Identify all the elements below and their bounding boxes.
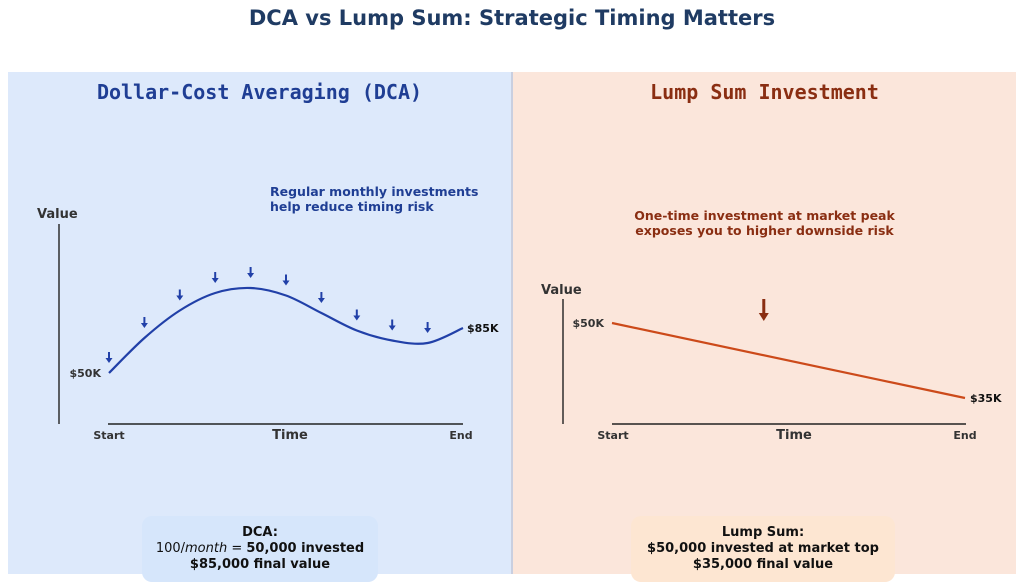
page-title: DCA vs Lump Sum: Strategic Timing Matter… [248,6,776,30]
dca-chart: Value Time Start End $50K $85K [37,207,499,443]
dca-annotation: Regular monthly investments help reduce … [270,184,478,214]
dca-panel: Dollar-Cost Averaging (DCA) Regular mont… [8,72,511,582]
dca-summary-amount: 100/ [155,541,186,556]
lump-sum-arrow-head [758,313,769,321]
lump-sum-panel-title: Lump Sum Investment [650,80,879,104]
lump-sum-panel: Lump Sum Investment One-time investment … [513,72,1016,582]
dca-investment-arrow [388,319,396,331]
dca-summary-line-1: DCA: [242,525,278,540]
lump-sum-annotation: One-time investment at market peak expos… [513,208,1016,238]
dca-investment-arrow [353,309,361,321]
dca-annotation-line-1: Regular monthly investments [270,184,479,199]
dca-investment-arrow [424,322,432,333]
lump-sum-start-value-label: $50K [573,317,605,330]
lump-sum-summary-line-1: Lump Sum: [721,525,805,540]
dca-investment-arrow [247,267,255,278]
lump-sum-annotation-line-1: One-time investment at market peak [634,208,895,223]
dca-x-tick-end: End [449,429,472,442]
dca-summary-line-2: 100/month = 50,000 invested [142,541,378,557]
dca-investment-arrow [211,272,219,283]
dca-summary-box: DCA: 100/month = 50,000 invested $85,000… [142,516,378,582]
lump-sum-annotation-line-2: exposes you to higher downside risk [635,223,894,238]
lump-sum-x-tick-end: End [953,429,976,442]
dca-investment-arrow [282,274,290,286]
panel-divider [511,72,513,574]
lump-sum-peak-arrow [758,299,769,321]
lump-sum-end-value-label: $35K [970,392,1002,405]
dca-x-tick-start: Start [93,429,124,442]
dca-summary-line-3: $85,000 final value [189,557,331,572]
lump-sum-chart: Value Time Start End $50K $35K [541,283,1002,443]
dca-end-value-label: $85K [467,322,499,335]
dca-summary-equals: = [227,541,247,556]
dca-panel-title: Dollar-Cost Averaging (DCA) [96,80,423,104]
dca-y-label: Value [37,207,78,222]
dca-investment-arrow [317,292,325,303]
dca-investment-arrow [176,289,184,301]
dca-summary-invested: 50,000 invested [246,541,365,556]
lump-sum-summary-line-3: $35,000 final value [692,557,834,572]
lump-sum-x-tick-start: Start [597,429,628,442]
dca-investment-arrow [140,317,148,328]
dca-series-line [108,286,464,374]
lump-sum-y-label: Value [541,283,582,298]
lump-sum-x-label: Time [776,428,812,443]
lump-sum-series-line [611,321,966,400]
lump-sum-summary-line-2: $50,000 invested at market top [647,541,879,556]
dca-annotation-line-2: help reduce timing risk [270,199,434,214]
lump-sum-summary-box: Lump Sum: $50,000 invested at market top… [631,516,895,582]
dca-x-label: Time [272,428,308,443]
dca-summary-month: month [185,541,228,556]
dca-start-value-label: $50K [70,367,102,380]
dca-investment-arrow [105,352,113,363]
